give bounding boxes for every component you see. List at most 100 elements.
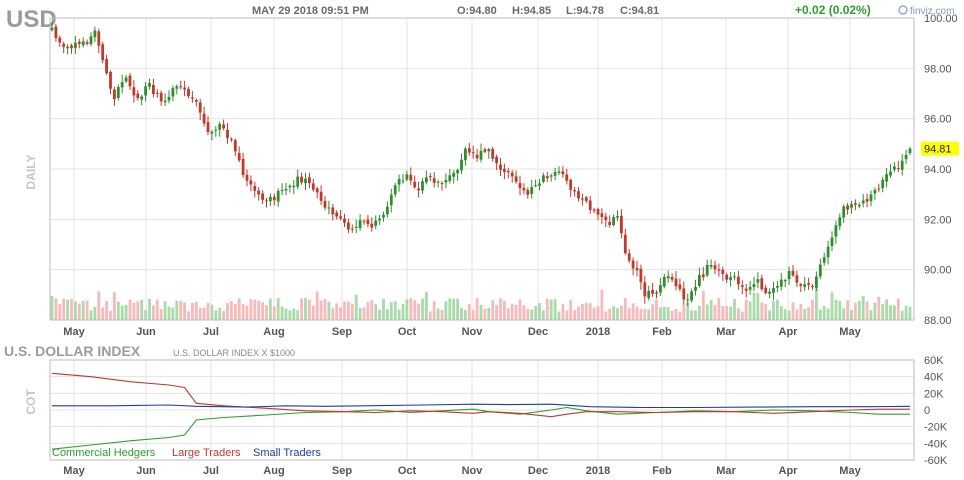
candle [600,208,604,225]
volume-bar [229,301,233,320]
candle-body [787,271,791,280]
candle [534,179,538,188]
candle-body [814,276,818,288]
candle [623,228,627,256]
candle [463,146,467,166]
volume-bar [822,305,826,320]
candle [779,272,783,291]
candle [385,201,389,218]
candle [401,174,405,184]
candle [569,178,573,198]
cot-y-tick-label: 20K [924,388,944,400]
candle-body [826,246,830,258]
candle-body [382,214,385,218]
candle-body [167,96,171,101]
volume-bar [97,291,101,320]
candle [764,284,768,295]
volume-bar [662,306,666,320]
price-y-tick-label: 98.00 [924,63,952,75]
candle-body [70,45,73,49]
candle-body [534,185,538,187]
candles [50,22,912,306]
candle-body [292,185,296,188]
volume-bar [343,301,346,320]
volume-bar [733,299,736,320]
candle-body [853,203,857,205]
candle [775,281,779,293]
volume-bar [717,298,721,320]
candle [506,167,510,179]
volume-bar [362,307,366,320]
candle [155,89,159,98]
volume-bar [249,299,253,320]
candle-body [319,191,323,201]
candle-body [623,234,627,254]
candle [580,193,584,206]
volume-bar [93,306,97,320]
volume-bar [853,302,857,320]
cot-subtitle: U.S. DOLLAR INDEX X $1000 [173,348,295,358]
candle [471,145,475,159]
candle-body [132,87,136,96]
cot-x-tick-label: Oct [398,465,417,477]
candle [491,146,495,162]
candle-body [795,275,799,283]
candle-body [900,160,904,170]
candle-body [612,216,616,226]
volume-bar [655,299,658,320]
volume-bar [132,302,136,320]
volume-bar [760,302,764,320]
candle [701,266,705,281]
volume-bar [869,310,873,320]
candle [814,271,818,292]
candle [705,259,709,278]
candle [694,279,697,296]
candle [424,170,428,185]
candle [374,215,378,230]
volume-bar [148,298,151,320]
volume-bar [179,300,183,320]
candle-body [304,178,307,184]
volume-bar [233,304,237,320]
daily-side-label: DAILY [24,155,38,190]
candle [335,210,339,220]
candle-body [565,174,569,181]
candle-body [588,200,592,210]
cot-x-axis: May Jun Jul Aug Sep Oct Nov Dec 2018 Feb Mar Apr May [63,465,861,477]
cot-legend-item: Large Traders [172,447,241,459]
candle [553,167,557,181]
price-x-tick-label: Nov [462,326,484,338]
volume-bar [787,310,791,320]
volume-bar [350,303,354,320]
candle [249,175,253,192]
volume-bar [526,308,530,320]
candle [89,32,93,47]
volume-bar [565,310,569,320]
candle [179,80,183,90]
candle [428,173,432,182]
candle [460,153,463,175]
price-x-tick-label: Jun [136,326,156,338]
volume-bar [705,304,709,320]
candle [300,172,304,185]
candle-body [483,149,487,152]
candle-body [128,75,132,87]
volume-bar [643,308,647,320]
candle [268,193,272,206]
candle-body [818,264,822,277]
price-x-tick-label: Oct [398,326,417,338]
candle-body [421,181,424,191]
volume-bar [600,289,604,320]
candle [768,288,772,299]
candle-body [678,284,682,289]
volume-bar [276,298,280,320]
volume-bar [206,302,210,320]
candle-body [148,83,151,87]
price-panel: 100.00 98.00 96.00 94.00 92.00 90.00 88.00 May… [24,13,959,338]
volume-bar [187,311,190,320]
candle-body [725,274,729,280]
candle-body [62,43,66,47]
volume-bar [304,298,307,320]
price-x-tick-label: 2018 [586,326,610,338]
candle [557,166,561,176]
